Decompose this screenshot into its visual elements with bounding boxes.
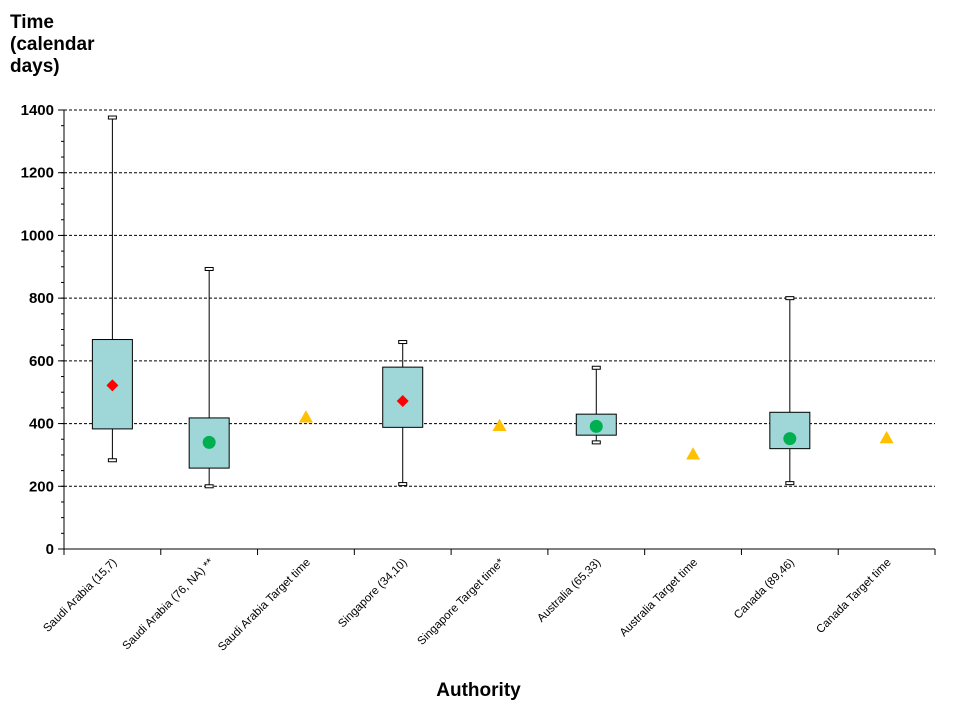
y-tick-label: 400 xyxy=(29,416,54,433)
x-tick-label: Saudi Arabia (15,7) xyxy=(41,557,119,635)
center-circle-marker xyxy=(783,432,797,446)
y-axis-title-line: (calendar xyxy=(10,34,95,55)
center-circle-marker xyxy=(202,435,216,449)
x-tick-label: Singapore (34,10) xyxy=(336,557,410,631)
target-triangle-marker xyxy=(879,430,894,444)
y-axis-title-line: days) xyxy=(10,56,60,77)
whisker-cap-max xyxy=(204,266,214,271)
y-axis-title-line: Time xyxy=(10,12,55,33)
x-axis-title: Authority xyxy=(436,680,521,701)
x-tick-label: Saudi Arabia Target time xyxy=(216,557,313,654)
y-tick-label: 600 xyxy=(29,353,54,370)
whisker-cap-min xyxy=(591,440,601,445)
y-axis-title: Time (calendar days) xyxy=(10,12,130,78)
whisker-cap-min xyxy=(107,458,117,463)
whisker-cap-min xyxy=(398,482,408,487)
whisker-cap-min xyxy=(785,481,795,486)
x-tick-label: Canada (89,46) xyxy=(732,557,797,622)
y-tick-label: 1000 xyxy=(21,227,54,244)
x-tick-label: Australia Target time xyxy=(618,557,700,639)
y-tick-label: 800 xyxy=(29,290,54,307)
target-triangle-marker xyxy=(492,418,507,432)
x-tick-label: Singapore Target time* xyxy=(416,556,507,647)
y-tick-label: 1400 xyxy=(21,102,54,119)
whisker-cap-max xyxy=(591,365,601,370)
y-tick-label: 0 xyxy=(46,541,54,558)
whisker-cap-max xyxy=(785,296,795,301)
whisker-cap-max xyxy=(398,340,408,345)
center-diamond-marker xyxy=(396,394,409,407)
target-triangle-marker xyxy=(686,447,701,460)
y-tick-label: 1200 xyxy=(21,165,54,182)
y-tick-label: 200 xyxy=(29,478,54,495)
target-triangle-marker xyxy=(298,410,313,423)
x-tick-label: Australia (65,33) xyxy=(535,557,603,625)
x-tick-label: Saudi Arabia (76, NA) ** xyxy=(121,556,217,652)
center-diamond-marker xyxy=(106,379,119,392)
whisker-cap-max xyxy=(107,115,117,120)
center-circle-marker xyxy=(589,419,603,433)
x-tick-label: Canada Target time xyxy=(814,557,893,636)
whisker-cap-min xyxy=(204,484,214,489)
